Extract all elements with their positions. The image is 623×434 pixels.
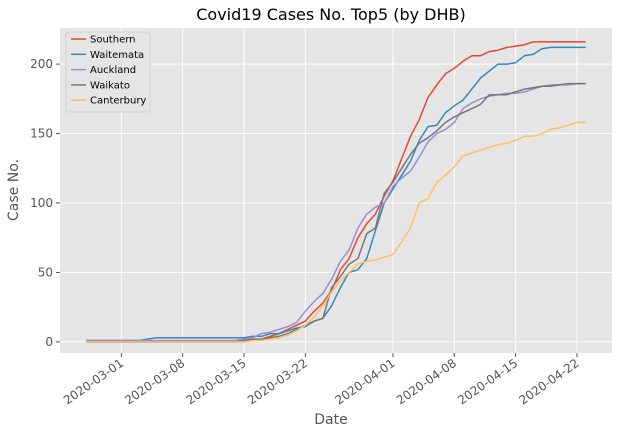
x-axis-label: Date: [314, 412, 347, 428]
legend-label-auckland: Auckland: [90, 65, 136, 76]
series-line-waitemata: [86, 46, 586, 342]
x-ticks: 2020-03-012020-03-082020-03-152020-03-22…: [61, 353, 582, 407]
legend-label-southern: Southern: [90, 35, 136, 46]
series-line-canterbury: [86, 121, 586, 343]
y-tick-label: 150: [30, 127, 53, 141]
y-tick-label: 100: [30, 196, 53, 210]
y-tick-label: 0: [45, 335, 53, 349]
plot-background: [60, 28, 612, 353]
legend-label-canterbury: Canterbury: [90, 96, 146, 107]
y-tick-label: 200: [30, 57, 53, 71]
series-lines: [86, 41, 586, 343]
x-tick-label: 2020-03-22: [245, 356, 310, 407]
x-tick-label: 2020-04-08: [394, 356, 459, 407]
y-tick-label: 50: [38, 265, 53, 279]
x-tick-label: 2020-04-22: [517, 356, 582, 407]
legend-label-waikato: Waikato: [90, 80, 130, 91]
x-tick-label: 2020-04-15: [455, 356, 520, 407]
legend-label-waitemata: Waitemata: [90, 50, 144, 61]
legend-box: [65, 31, 151, 113]
y-ticks: 0 50 100 150 200: [30, 57, 60, 349]
x-tick-label: 2020-03-08: [122, 356, 187, 407]
legend: Southern Waitemata Auckland Waikato Canterbu…: [65, 31, 151, 113]
y-axis-label: Case No.: [6, 159, 22, 221]
chart-title: Covid19 Cases No. Top5 (by DHB): [196, 5, 466, 24]
x-tick-label: 2020-04-01: [333, 356, 398, 407]
x-tick-label: 2020-03-15: [184, 356, 249, 407]
x-tick-label: 2020-03-01: [61, 356, 126, 407]
